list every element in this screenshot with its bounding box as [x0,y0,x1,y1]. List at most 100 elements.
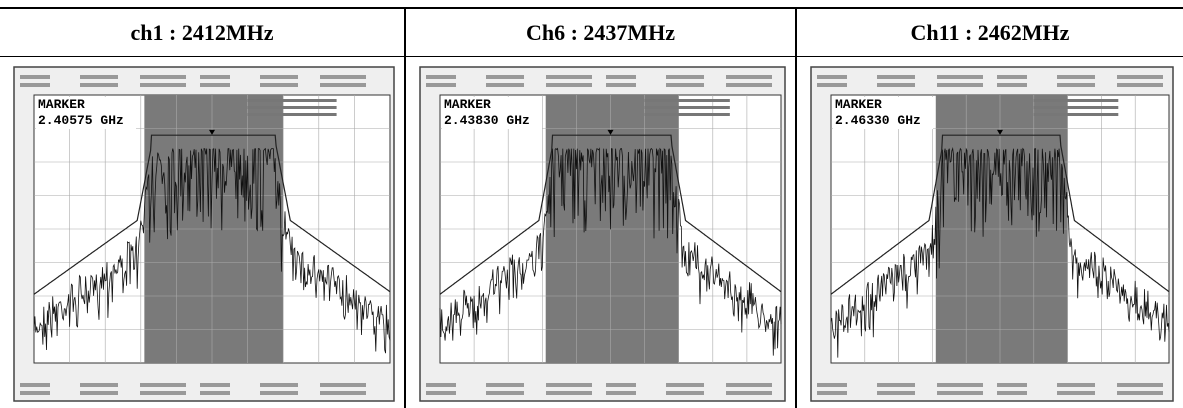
faint-text [486,75,524,79]
faint-text [80,383,118,387]
faint-text [546,83,592,87]
faint-text [546,383,592,387]
faint-text [426,383,456,387]
faint-text [546,75,592,79]
faint-text [1117,383,1163,387]
faint-text [546,391,592,395]
faint-text [486,391,524,395]
marker-value: 2.43830 GHz [444,113,530,128]
marker-arrow [607,129,614,135]
faint-text [1033,99,1119,102]
noise-trace [830,147,1170,358]
faint-text [666,391,704,395]
column-header: ch1 : 2412MHz [0,9,404,57]
faint-text [260,391,298,395]
faint-text [20,83,50,87]
marker-label: MARKER [444,97,491,112]
faint-text [937,383,983,387]
marker-label: MARKER [835,97,882,112]
faint-text [644,106,730,109]
text-box [442,97,542,129]
faint-text [606,75,636,79]
faint-text [644,99,730,102]
faint-text [997,83,1027,87]
faint-text [200,83,230,87]
faint-text [247,113,337,116]
faint-text [320,383,366,387]
faint-text [80,391,118,395]
marker-arrow [209,129,215,135]
faint-text [1057,75,1095,79]
faint-text [1057,383,1095,387]
faint-text [606,391,636,395]
noise-trace [33,147,391,354]
faint-text [997,391,1027,395]
faint-text [140,75,186,79]
faint-text [817,75,847,79]
faint-text [644,113,730,116]
faint-text [486,383,524,387]
faint-text [1033,106,1119,109]
max-hold-trace [830,134,1170,295]
faint-text [20,383,50,387]
column-header: Ch6 : 2437MHz [406,9,795,57]
faint-text [877,75,915,79]
marker-value: 2.40575 GHz [38,113,124,128]
faint-text [997,383,1027,387]
faint-text [997,75,1027,79]
faint-text [320,391,366,395]
faint-text [937,75,983,79]
faint-text [426,75,456,79]
faint-text [606,83,636,87]
faint-text [937,83,983,87]
faint-text [426,391,456,395]
faint-text [606,383,636,387]
faint-text [877,391,915,395]
text-box [36,97,136,129]
marker-arrow [997,129,1003,135]
faint-text [80,75,118,79]
faint-text [20,391,50,395]
marker-value: 2.46330 GHz [835,113,921,128]
faint-text [1057,391,1095,395]
column: Ch11 : 2462MHz MARKER 2.46330 GHz [795,9,1183,408]
faint-text [877,83,915,87]
faint-text [426,83,456,87]
column-header: Ch11 : 2462MHz [797,9,1183,57]
max-hold-trace [439,134,782,295]
column: ch1 : 2412MHz MARKER 2.40575 GHz [0,9,404,408]
faint-text [200,75,230,79]
faint-text [260,83,298,87]
faint-text [726,83,772,87]
table: ch1 : 2412MHz MARKER 2.40575 GHz Ch6 : 24… [0,7,1183,408]
faint-text [140,391,186,395]
text-box [833,97,933,129]
faint-text [200,391,230,395]
faint-text [1057,83,1095,87]
faint-text [937,391,983,395]
faint-text [877,383,915,387]
noise-trace [439,147,782,356]
faint-text [247,106,337,109]
faint-text [726,383,772,387]
faint-text [260,75,298,79]
faint-text [817,391,847,395]
faint-text [1117,75,1163,79]
faint-text [666,383,704,387]
faint-text [486,83,524,87]
faint-text [260,383,298,387]
faint-text [1117,83,1163,87]
faint-text [666,83,704,87]
faint-text [200,383,230,387]
faint-text [140,83,186,87]
faint-text [20,75,50,79]
faint-text [666,75,704,79]
faint-text [320,75,366,79]
max-hold-trace [33,134,391,295]
marker-label: MARKER [38,97,85,112]
faint-text [320,83,366,87]
